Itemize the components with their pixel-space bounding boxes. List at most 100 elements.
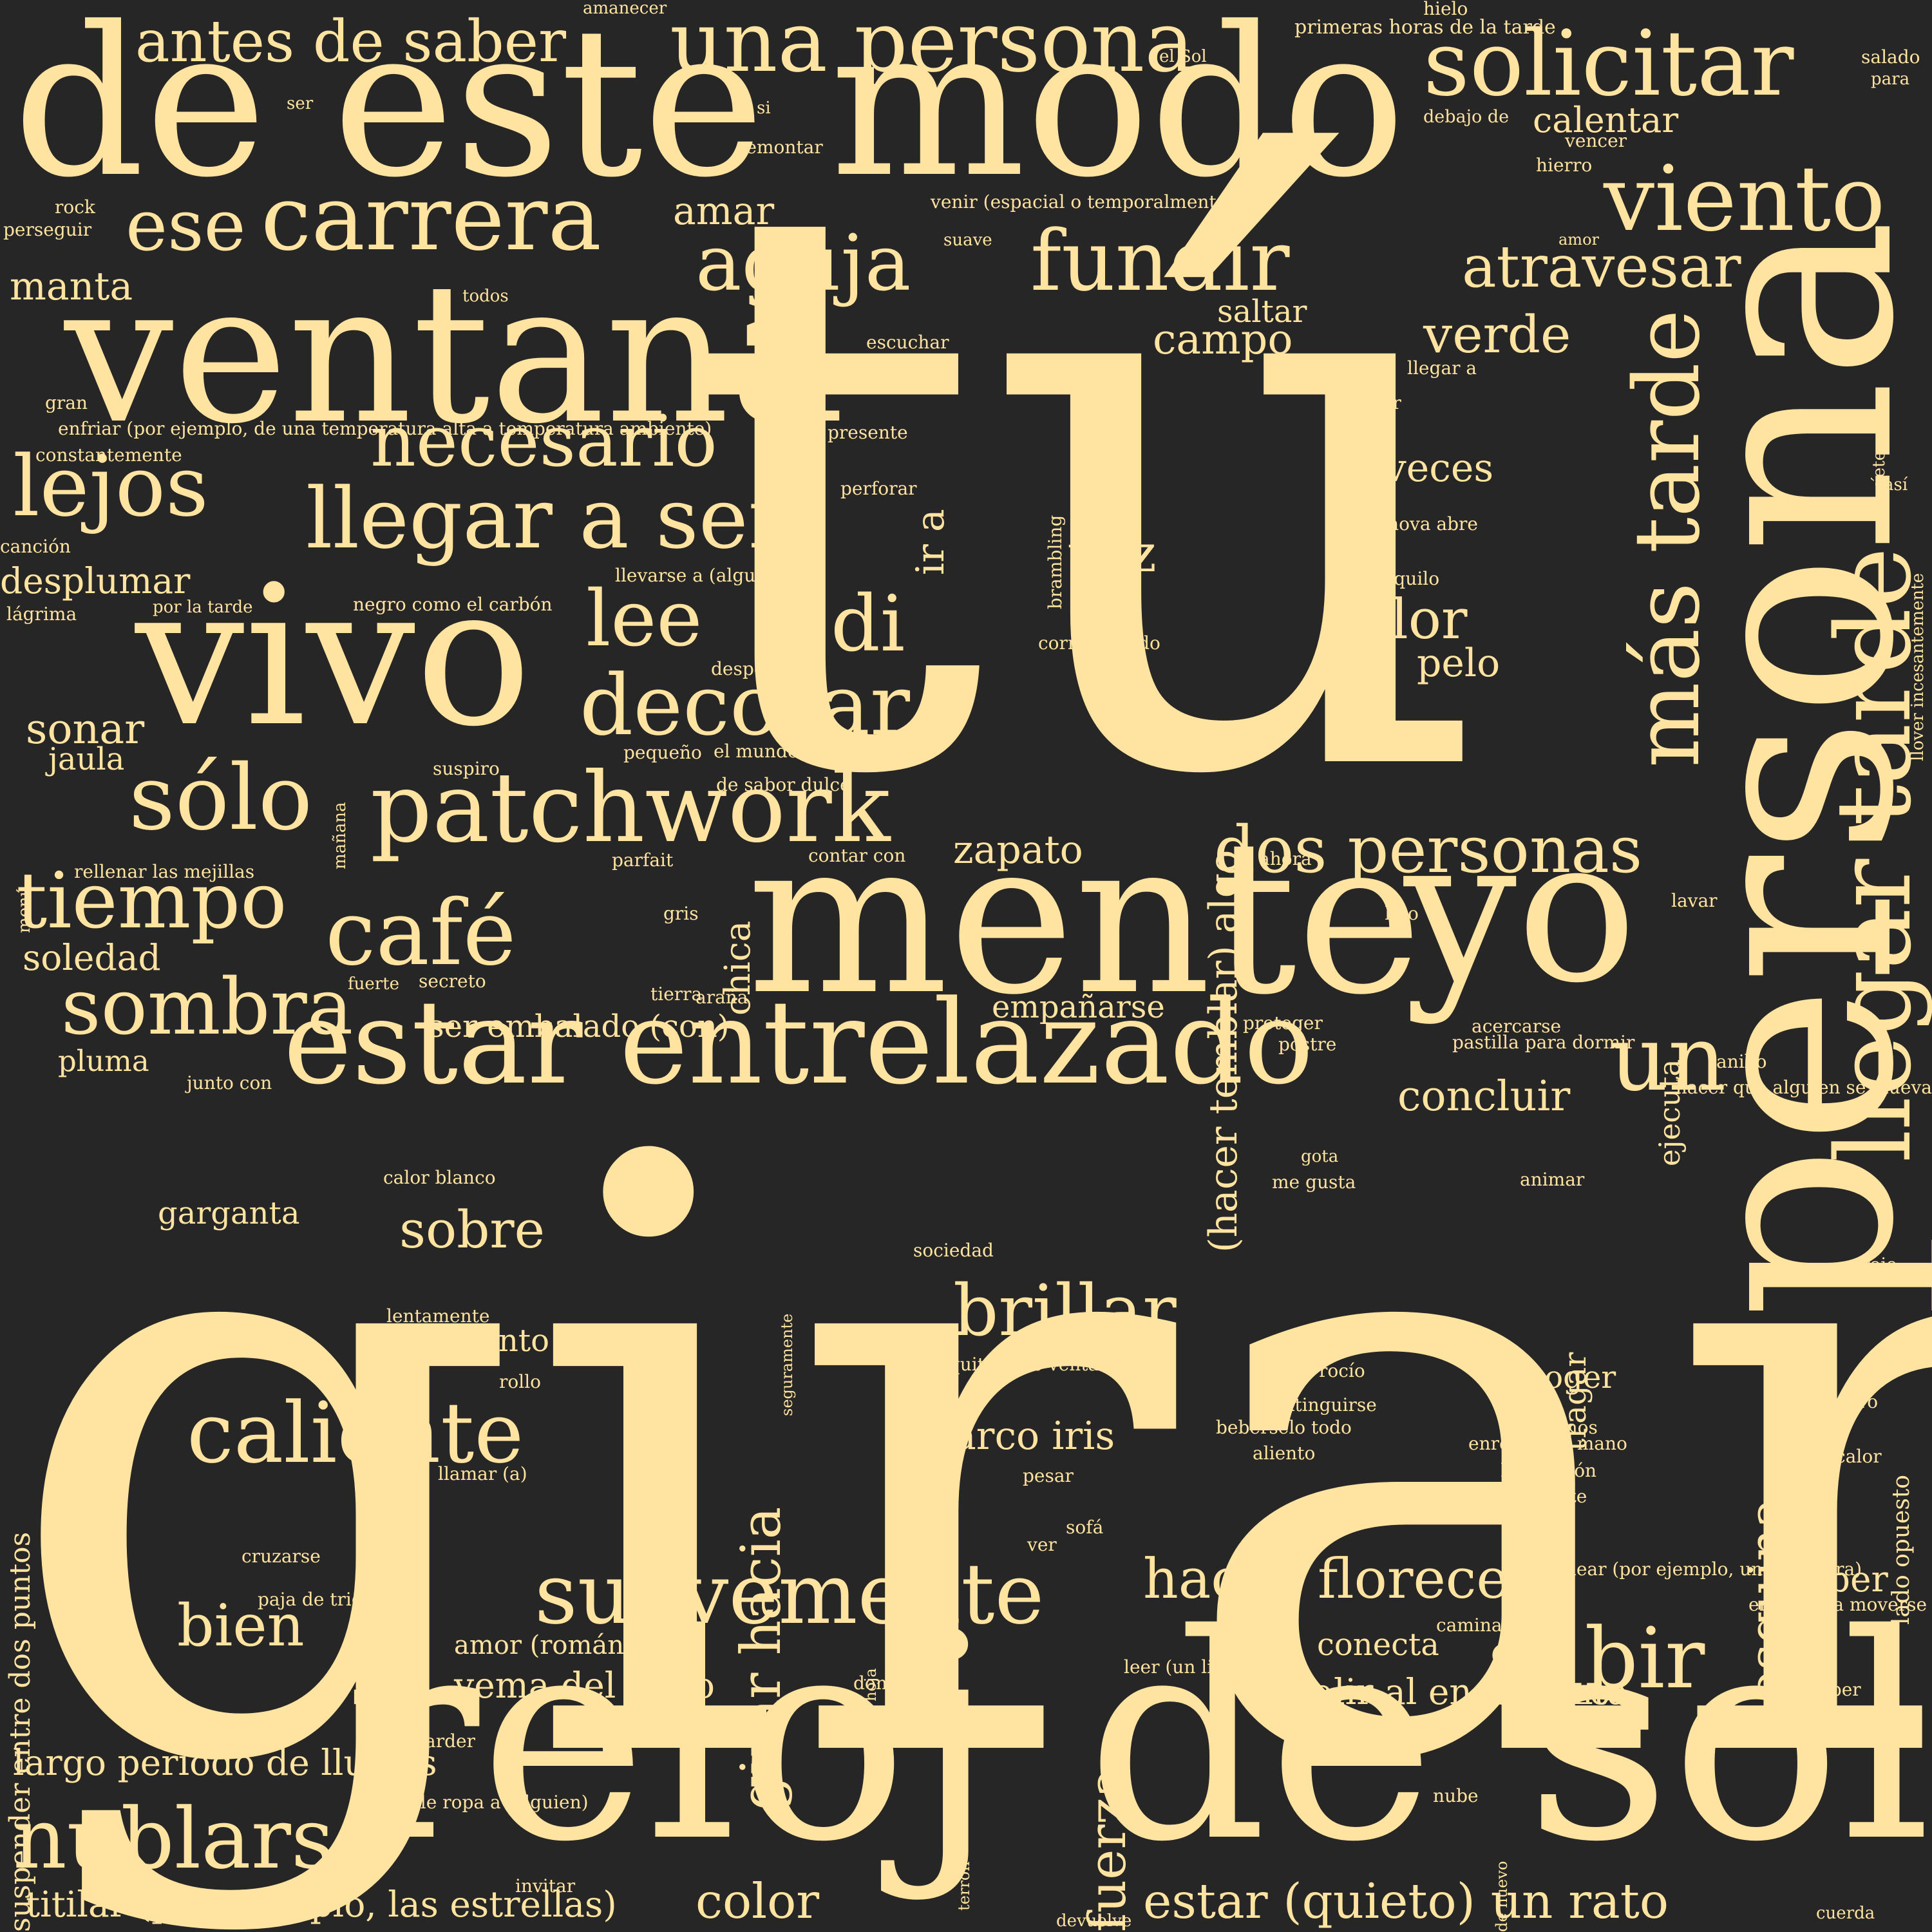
word-plomo: plomo: [1082, 466, 1139, 488]
word-para: para: [1871, 70, 1910, 89]
word-todos: todos: [462, 287, 509, 306]
word-llegar-a: llegar a: [1407, 357, 1477, 379]
word-titilar-por-ejemplo-las-estrellas: titilar (por ejemplo, las estrellas): [26, 1884, 617, 1925]
word-empanarse: empañarse: [992, 989, 1165, 1025]
word-llover-incesantemente: llover incesantemente: [1908, 573, 1927, 761]
word-carrera: carrera: [261, 166, 601, 271]
word-solo: sólo: [129, 746, 313, 851]
word-beberselo-todo: bebérselo todo: [1216, 1417, 1352, 1438]
word-pastilla-para-dormir: pastilla para dormir: [1452, 1032, 1635, 1053]
word-amor: amor: [1558, 231, 1599, 249]
word-arder: arder: [425, 1730, 475, 1752]
word-lagrima: lágrima: [6, 603, 77, 625]
word-una-persona: una persona: [670, 0, 1195, 91]
word-soledad: soledad: [23, 937, 161, 978]
word-brambling: brambling: [1045, 515, 1066, 609]
word-debajo-de: debajo de: [1423, 107, 1510, 127]
word-ser: ser: [287, 94, 314, 113]
word-cinta: cinta: [1539, 1671, 1629, 1712]
word-calentar: calentar: [1533, 100, 1679, 140]
word-ondear-por-ejemplo-una-bandera: ondear (por ejemplo, una bandera): [1542, 1558, 1862, 1580]
word-necesario: necesario: [370, 400, 717, 482]
word-gota: gota: [1301, 1147, 1339, 1166]
word-mente: mente: [747, 794, 1423, 1041]
word-me-gusta: me gusta: [1272, 1171, 1356, 1193]
word-di: di: [831, 580, 905, 669]
word-salir-al-encuentro: salir al encuentro: [1294, 1671, 1611, 1712]
word-romper: romper: [1794, 1679, 1861, 1700]
word-anillo: anillo: [1716, 1051, 1767, 1072]
word-de-sabor-dulce: de sabor dulce: [716, 774, 851, 795]
word-fundir: fundir: [1030, 212, 1290, 310]
word-invitar: invitar: [515, 1875, 576, 1897]
word-llegar-a-ser: llegar a ser: [306, 469, 788, 567]
word-beber: beber: [1784, 1558, 1888, 1600]
word-tierra: tierra: [650, 983, 703, 1005]
word-tiempo: tiempo: [16, 857, 287, 946]
word-venir-espacial-o-temporalmente: venir (espacial o temporalmente): [931, 191, 1235, 213]
word-bossa-nova-abre: bossa nova abre: [1330, 513, 1478, 535]
word-caliente: caliente: [187, 1384, 524, 1482]
word-perforar: perforar: [840, 478, 917, 499]
word-manta: manta: [10, 264, 133, 309]
word-pesar: pesar: [1023, 1465, 1074, 1486]
word-nube: nube: [1433, 1785, 1479, 1806]
word-paja-de-trigo: paja de trigo: [258, 1589, 374, 1610]
word-flor: flor: [1372, 588, 1468, 652]
word-lee: lee: [586, 574, 703, 664]
word-escuchar: escuchar: [866, 332, 949, 353]
word-amor-romantico: amor (romántico): [454, 1631, 683, 1660]
word-rollo: rollo: [499, 1371, 542, 1392]
word-nido: nido: [657, 1560, 697, 1581]
word-yo: yo: [1404, 795, 1637, 1027]
word-solicitar: solicitar: [1423, 12, 1794, 117]
word-cruzarse: cruzarse: [242, 1546, 321, 1567]
word-mas-tarde: más tarde: [1615, 309, 1720, 768]
word-aguja: aguja: [696, 219, 911, 308]
word-hielo: hielo: [1423, 0, 1468, 19]
word-caminar: caminar: [1436, 1615, 1511, 1636]
word-suspiro: suspiro: [433, 758, 500, 779]
word-perseguir: perseguir: [3, 219, 92, 240]
word-ver: ver: [1027, 1534, 1057, 1555]
word-remontar: remontar: [737, 137, 823, 158]
word-viento: viento: [1604, 147, 1886, 252]
word-si: si: [757, 99, 771, 118]
word-zapato: zapato: [953, 828, 1083, 873]
word-el-sol: el Sol: [1159, 47, 1207, 66]
word-animar: animar: [1520, 1169, 1585, 1190]
word-flotante: flotante: [1517, 1486, 1587, 1507]
word-junto-con: junto con: [187, 1072, 272, 1094]
word-cafe: café: [325, 881, 516, 986]
word-decorar: decorar: [580, 656, 911, 754]
word-yema-del-dedo: yema del dedo: [454, 1665, 715, 1706]
word-suavemente: suavemente: [535, 1545, 1045, 1643]
word-secreto: secreto: [419, 971, 486, 992]
word-ponerle-ropa-a-alguien: ponerle ropa a (alguien): [367, 1792, 589, 1813]
word-negro-como-el-carbon: negro como el carbón: [353, 594, 553, 615]
word-primeras-horas-de-la-tarde: primeras horas de la tarde: [1294, 16, 1556, 39]
word-rocio: rocío: [1319, 1360, 1365, 1381]
word-lentamente: lentamente: [386, 1305, 490, 1327]
word-rellenar-las-mejillas: rellenar las mejillas: [74, 861, 255, 882]
word-subir: subir: [1488, 1609, 1705, 1707]
word-largo-periodo-de-lluvias: largo periodo de lluvias: [13, 1742, 437, 1783]
word-patchwork: patchwork: [370, 752, 891, 864]
word-sonar: sonar: [26, 705, 145, 753]
word-estar-quieto-un-rato: estar (quieto) un rato: [1143, 1873, 1669, 1929]
word-a-veces: a veces: [1349, 446, 1494, 491]
word-rock: rock: [55, 196, 95, 218]
word-cuerda: cuerda: [1816, 1904, 1875, 1923]
word-dos-personas: dos personas: [1214, 812, 1643, 887]
word-conecta: conecta: [1317, 1627, 1439, 1663]
word-calor-blanco: calor blanco: [383, 1167, 496, 1188]
word-reloj-de-sol: reloj de sol: [344, 1574, 1932, 1904]
word-donde: donde: [853, 1672, 910, 1694]
word-hacer-que-alguien-se-mueva: hacer que alguien se mueva: [1675, 1077, 1932, 1098]
word-empezar-a-moverse: empezar a moverse: [1748, 1594, 1927, 1615]
word-parfait: parfait: [612, 849, 674, 871]
word-antes-de-saber: antes de saber: [135, 8, 567, 75]
word-correr-rapido: correr rápido: [1038, 632, 1160, 654]
word-garganta: garganta: [158, 1195, 300, 1231]
word-enrollado-a-mano: enrollado a mano: [1468, 1433, 1627, 1454]
